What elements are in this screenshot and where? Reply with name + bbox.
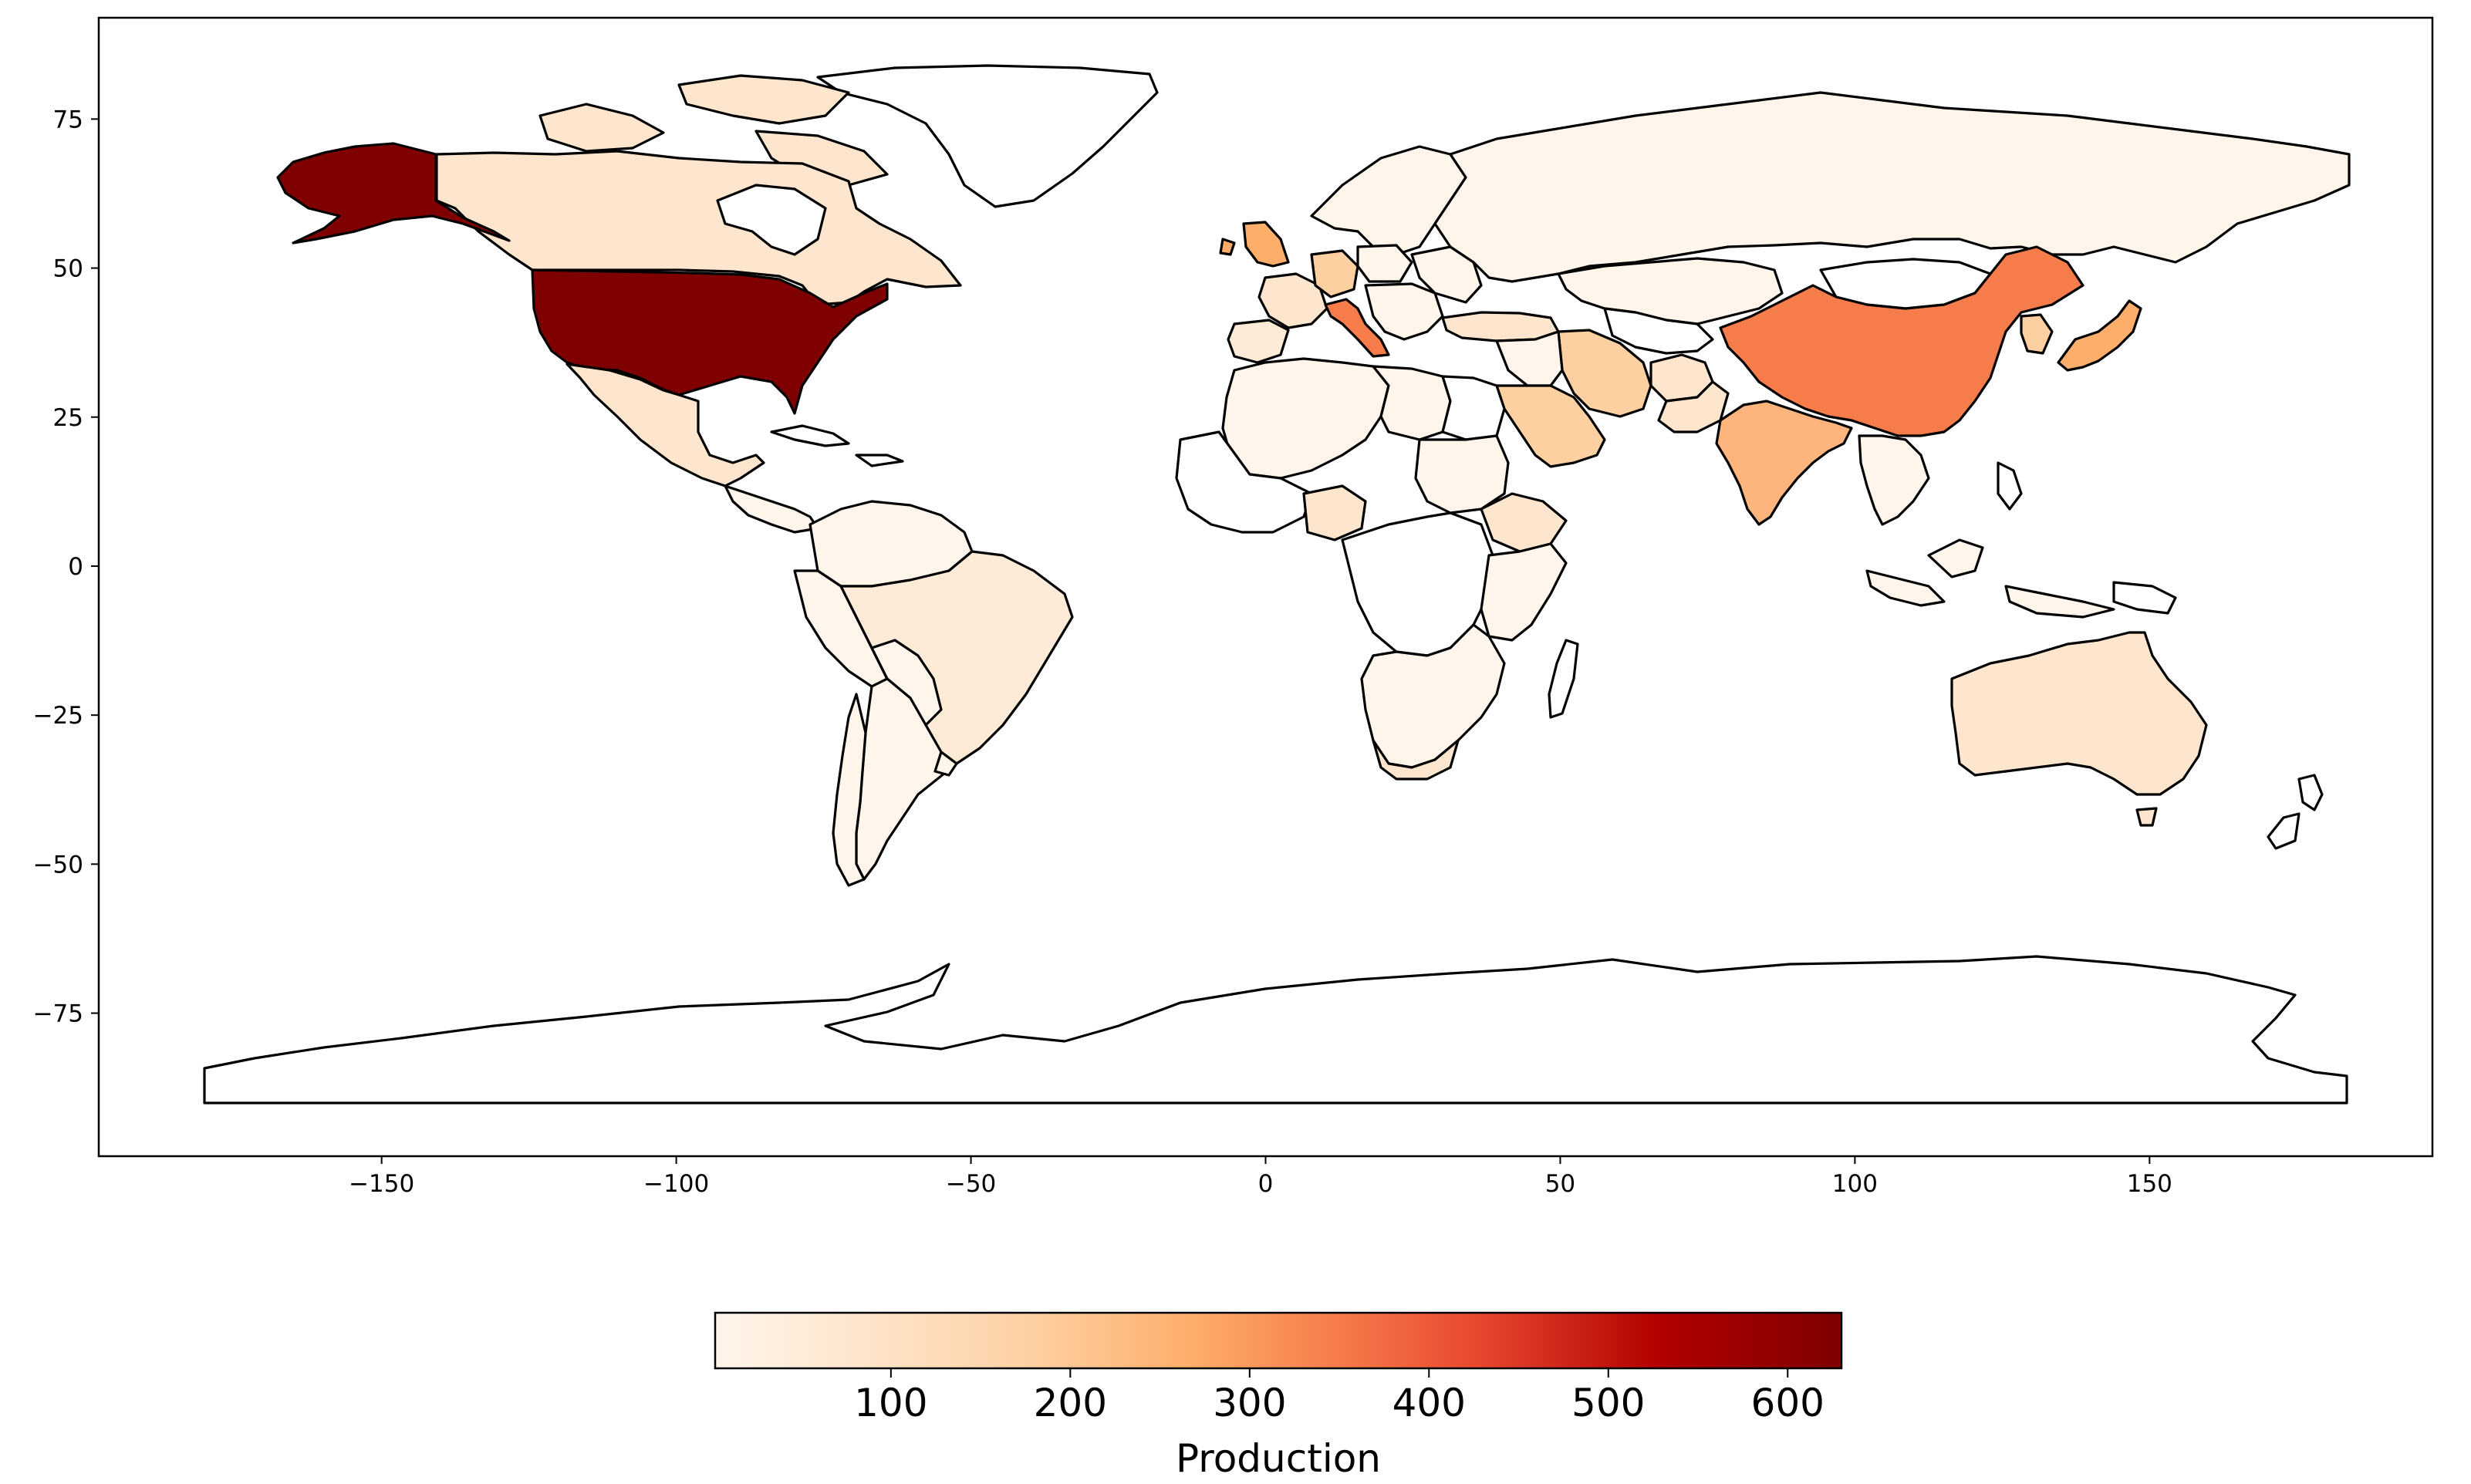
colorbar-tick-label: 600 [1751, 1381, 1825, 1425]
region-south-africa [1372, 739, 1460, 781]
x-axis: −150 −100 −50 0 50 100 150 [349, 1156, 2172, 1198]
region-madagascar [1548, 639, 1579, 719]
region-india [1715, 400, 1853, 526]
colorbar-tick-label: 400 [1392, 1381, 1466, 1425]
region-uruguay [933, 750, 958, 777]
y-tick-label: 75 [53, 106, 83, 133]
x-tick-label: 100 [1832, 1170, 1878, 1198]
x-tick-label: −100 [643, 1170, 709, 1198]
region-japan [2057, 299, 2142, 372]
region-egypt [1441, 375, 1506, 441]
region-canada [435, 150, 962, 306]
region-iraq-syria [1495, 330, 1564, 387]
x-tick-label: 50 [1545, 1170, 1575, 1198]
region-russia [1433, 91, 2351, 283]
map-layer [203, 64, 2351, 1105]
region-spain [1227, 319, 1290, 364]
region-southern-africa [1360, 623, 1506, 769]
colorbar-tick-label: 300 [1213, 1381, 1286, 1425]
region-libya [1372, 365, 1452, 441]
region-canada-islands [538, 74, 889, 187]
region-france [1257, 272, 1328, 329]
y-tick-label: −25 [33, 702, 83, 730]
region-greenland [816, 64, 1159, 208]
region-mexico [565, 363, 765, 487]
region-australia [1950, 631, 2208, 796]
x-tick-label: 0 [1258, 1170, 1274, 1198]
region-philippines [1997, 461, 2023, 511]
region-balkans [1364, 282, 1444, 341]
region-saudi-arabia [1495, 384, 1606, 468]
region-united-kingdom [1219, 221, 1290, 268]
colorbar [714, 1311, 1843, 1370]
x-tick-label: −50 [946, 1170, 996, 1198]
region-iran [1557, 329, 1652, 418]
region-germany [1310, 249, 1359, 298]
region-kazakhstan [1557, 257, 1784, 325]
x-tick-label: −150 [349, 1170, 414, 1198]
colorbar-tick-label: 200 [1034, 1381, 1107, 1425]
colorbar-tick-label: 100 [854, 1381, 927, 1425]
region-central-asia [1603, 307, 1714, 355]
y-tick-label: 50 [53, 255, 83, 283]
y-tick-label: −50 [33, 851, 83, 879]
region-nigeria [1302, 484, 1367, 541]
region-tasmania [2135, 807, 2158, 827]
y-tick-label: 25 [53, 404, 83, 432]
region-east-africa [1480, 542, 1568, 642]
region-chile [832, 693, 867, 887]
region-antarctica [203, 955, 2348, 1105]
region-southeast-asia [1858, 434, 1930, 526]
region-china [1719, 245, 2084, 437]
colorbar-tick-label: 500 [1571, 1381, 1645, 1425]
region-korea [2020, 313, 2054, 355]
region-cuba [770, 424, 904, 467]
y-tick-label: 0 [68, 553, 83, 581]
region-hudson-bay [716, 184, 827, 256]
region-alaska [276, 142, 511, 245]
region-ethiopia [1480, 492, 1568, 553]
region-indonesia [1865, 538, 2115, 619]
y-axis: 75 50 25 0 −25 −50 −75 [33, 106, 99, 1028]
region-new-guinea [2112, 581, 2177, 615]
region-italy [1324, 298, 1390, 358]
region-new-zealand [2267, 774, 2324, 850]
y-tick-label: −75 [33, 1000, 83, 1028]
region-west-africa [1175, 430, 1313, 534]
region-sudan [1414, 434, 1510, 514]
x-tick-label: 150 [2127, 1170, 2172, 1198]
colorbar-label: Production [1176, 1436, 1381, 1481]
region-poland [1356, 244, 1413, 283]
colorbar-ticks: 100 200 300 400 500 600 [854, 1368, 1825, 1425]
